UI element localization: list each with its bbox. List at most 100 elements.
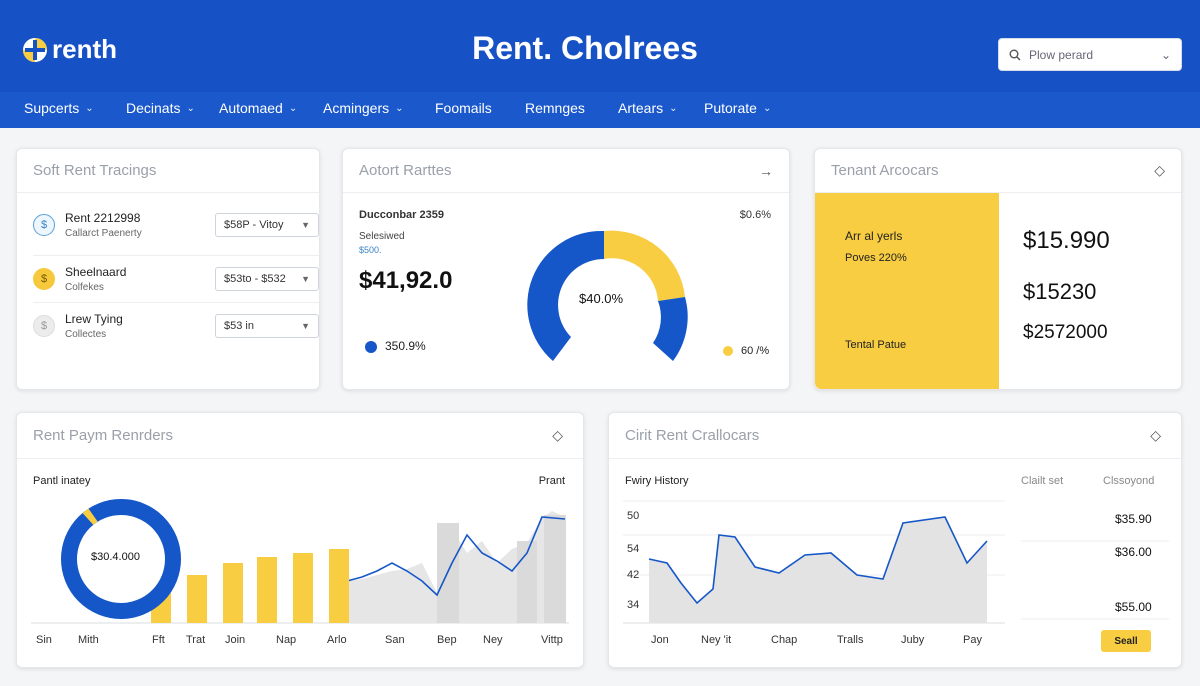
nav-item-supcerts[interactable]: Supcerts ⌄ (24, 100, 94, 116)
row-title: Sheelnaard (65, 265, 127, 279)
divider (33, 302, 319, 303)
chevron-down-icon[interactable]: ⌄ (1160, 47, 1171, 62)
app-logo[interactable]: renth (22, 34, 117, 65)
y-axis-label: 42 (627, 569, 640, 581)
diamond-icon[interactable]: ◇ (1150, 427, 1161, 443)
logo-icon (23, 37, 47, 62)
x-axis-label: Sin (36, 634, 52, 646)
x-axis-label: Chap (771, 634, 798, 646)
gauge-yellow-arc (604, 230, 685, 301)
bar (329, 549, 349, 623)
gauge-blue-arc-right (653, 297, 688, 361)
blue-dot-icon (365, 340, 377, 353)
chart-title: Fwiry History (625, 475, 689, 487)
legend-yellow: 60 /% (723, 345, 769, 357)
search-icon (1009, 49, 1021, 60)
seal-button[interactable]: Seall (1101, 630, 1151, 652)
bar (223, 563, 243, 623)
x-axis-label: Fft (152, 634, 165, 646)
x-axis-label: Join (225, 634, 246, 646)
card-rent-payment-reminders: Rent Paym Renrders ◇ Pantl inatey Prant … (16, 412, 584, 668)
bar (187, 575, 207, 623)
yellow-dot-icon (723, 346, 733, 357)
page-title: Rent. Cholrees (472, 30, 698, 66)
history-chart (623, 500, 1169, 624)
list-item[interactable]: $ Rent 2212998 Callarct Paenerty $58P - … (33, 201, 319, 249)
x-axis-label: Mith (78, 634, 99, 646)
area-column (544, 515, 566, 623)
row-title: Lrew Tying (65, 312, 123, 326)
range-select[interactable]: $53 in ▼ (215, 314, 319, 338)
info-icon: $ (33, 214, 55, 236)
value-cell: $55.00 (1115, 600, 1152, 614)
donut-center-value: $30.4.000 (91, 551, 140, 563)
list-item[interactable]: $ Lrew Tying Collectes $53 in ▼ (33, 302, 319, 350)
range-select[interactable]: $58P - Vitoy ▼ (215, 213, 319, 237)
trend-line (346, 516, 566, 597)
amount-3: $2572000 (1023, 322, 1108, 343)
x-axis-label: Arlo (327, 634, 347, 646)
x-axis-label: Trat (186, 634, 206, 646)
chevron-down-icon: ⌄ (762, 102, 772, 114)
logo-text: renth (52, 34, 117, 64)
nav-item-decinats[interactable]: Decinats ⌄ (126, 100, 195, 116)
row-subtitle: Collectes (65, 329, 107, 340)
gauge-blue-arc (527, 230, 604, 361)
gauge-center-value: $40.0% (579, 291, 624, 306)
chevron-down-icon: ▼ (301, 321, 310, 331)
card-header: Tenant Arcocars ◇ (815, 149, 1181, 193)
chevron-down-icon: ⌄ (288, 102, 298, 114)
chevron-down-icon: ▼ (301, 274, 310, 284)
area-column (517, 541, 537, 623)
x-axis-label: Jon (651, 634, 669, 646)
selected-label: Selesiwed (359, 231, 405, 242)
x-axis-label: Tralls (837, 634, 864, 646)
value-cell: $35.90 (1115, 512, 1152, 526)
nav-item-putorate[interactable]: Putorate ⌄ (704, 100, 772, 116)
highlight-panel (815, 193, 999, 389)
value-cell: $36.00 (1115, 545, 1152, 559)
donut-segment (82, 508, 98, 526)
nav-item-acmingers[interactable]: Acmingers ⌄ (323, 100, 404, 116)
gauge-chart (527, 230, 688, 361)
card-header: Soft Rent Tracings (17, 149, 319, 193)
range-select[interactable]: $53to - $532 ▼ (215, 267, 319, 291)
area-fill (649, 517, 987, 623)
x-axis-label: Pay (963, 634, 982, 646)
nav-item-artears[interactable]: Artears ⌄ (618, 100, 678, 116)
donut-ring (61, 499, 181, 619)
chart-right-label: Prant (538, 475, 565, 487)
chevron-down-icon: ⌄ (186, 102, 195, 114)
y-axis-label: 50 (627, 510, 640, 522)
y-axis-label: 54 (627, 543, 640, 555)
main-nav (0, 92, 1200, 128)
panel-line-2: Poves 220% (845, 252, 907, 264)
x-axis-label: Ney 'it (701, 634, 732, 646)
nav-item-remnges[interactable]: Remnges (525, 100, 585, 116)
diamond-icon[interactable]: ◇ (1154, 162, 1165, 178)
row-title: Rent 2212998 (65, 211, 141, 225)
chevron-down-icon: ⌄ (85, 102, 94, 114)
coin-icon: $ (33, 315, 55, 337)
x-axis-label: Bep (437, 634, 457, 646)
nav-item-foomails[interactable]: Foomails (435, 100, 492, 116)
nav-item-automaed[interactable]: Automaed ⌄ (219, 100, 298, 116)
x-axis-label: San (385, 634, 405, 646)
chart-left-label: Pantl inatey (33, 475, 91, 487)
card-rent-tracings: Soft Rent Tracings $ Rent 2212998 Callar… (16, 148, 320, 390)
chevron-down-icon: ▼ (301, 220, 310, 230)
divider (33, 255, 319, 256)
diamond-icon[interactable]: ◇ (552, 427, 563, 443)
x-axis-label: Vittp (541, 634, 563, 646)
card-header: Cirit Rent Crallocars ◇ (609, 413, 1181, 459)
row-subtitle: Callarct Paenerty (65, 228, 142, 239)
card-title: Cirit Rent Crallocars (625, 427, 760, 444)
x-axis-label: Juby (901, 634, 925, 646)
card-title: Aotort Rarttes (359, 162, 452, 179)
card-title: Tenant Arcocars (831, 162, 939, 179)
bar (293, 553, 313, 623)
arrow-right-icon[interactable]: → (759, 162, 773, 179)
search-input[interactable]: Plow perard ⌄ (998, 38, 1182, 71)
list-item[interactable]: $ Sheelnaard Colfekes $53to - $532 ▼ (33, 255, 319, 303)
chevron-down-icon: ⌄ (669, 102, 678, 114)
